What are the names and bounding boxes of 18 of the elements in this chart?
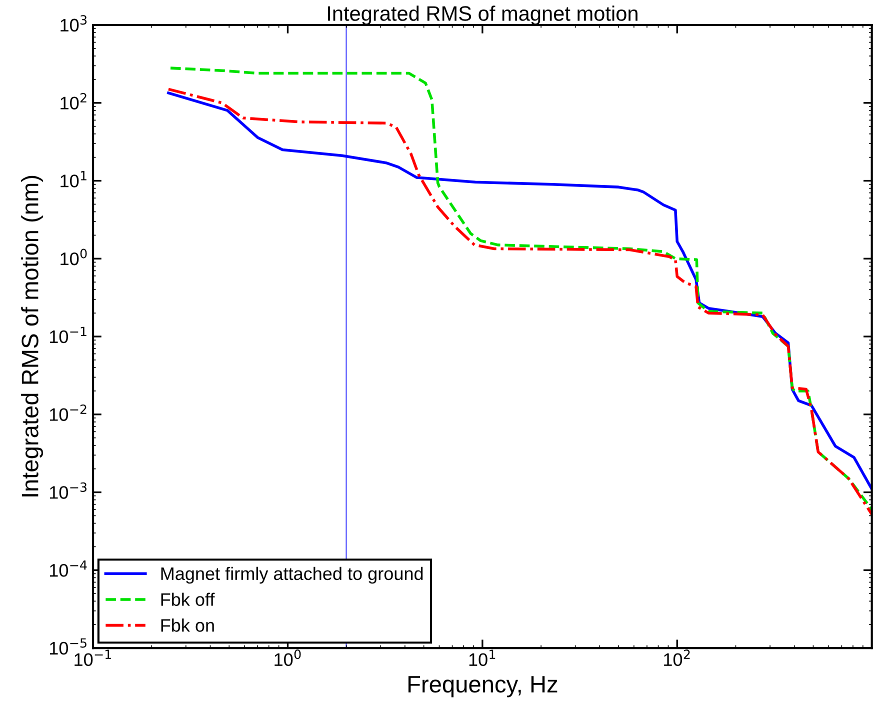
y-tick-label: 10$^{0}$: [60, 248, 87, 266]
x-tick-label: 10$^{0}$: [274, 650, 301, 666]
y-tick-label: 10$^{3}$: [60, 15, 87, 32]
legend-label: Magnet firmly attached to ground: [161, 566, 423, 584]
x-tick-label: 10$^{2}$: [664, 650, 690, 666]
legend-label: Fbk on: [161, 618, 214, 632]
y-tick-label: 10$^{2}$: [60, 93, 86, 110]
y-tick-label: 10$^{−2}$: [50, 404, 86, 421]
x-tick-label: 10$^{−1}$: [74, 650, 111, 666]
y-tick-label: 10$^{−1}$: [50, 326, 86, 344]
chart-title: Integrated RMS of magnet motion: [328, 6, 638, 26]
y-tick-label: 10$^{1}$: [60, 171, 86, 188]
y-tick-label: 10$^{−3}$: [50, 482, 87, 499]
x-tick-label: 10$^{1}$: [469, 650, 496, 666]
y-axis-title: Integrated RMS of motion (nm): [21, 176, 44, 496]
x-axis-title: Frequency, Hz: [408, 676, 558, 698]
legend-label: Fbk off: [161, 592, 215, 606]
y-tick-label: 10$^{−4}$: [50, 560, 87, 577]
